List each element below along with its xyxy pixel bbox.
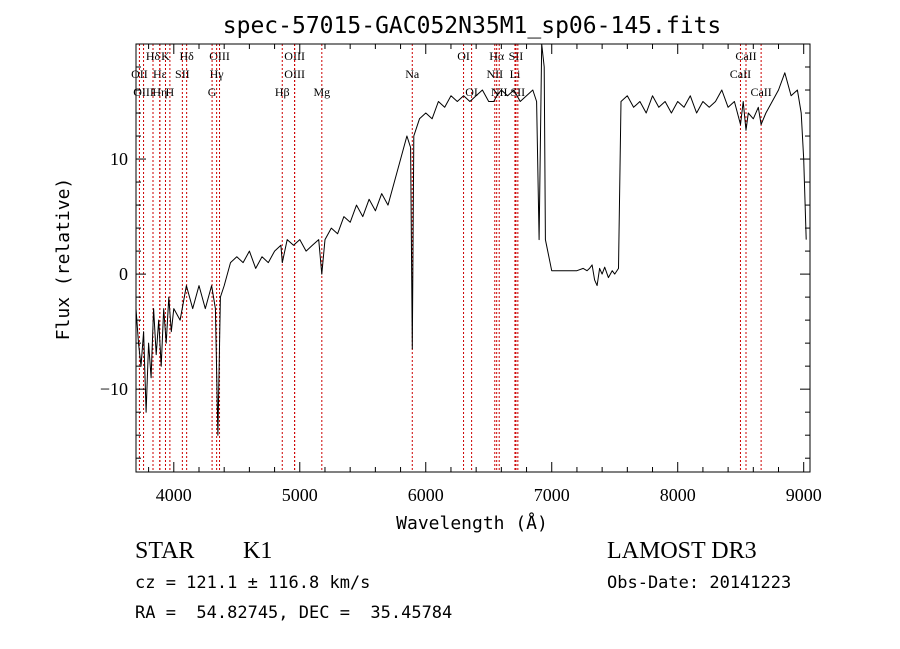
object-subclass: K1 <box>243 538 273 564</box>
plot-frame <box>135 43 811 473</box>
x-tick-label-2: 6000 <box>408 485 444 505</box>
object-class: STAR <box>135 538 195 564</box>
marker-label-13: OIII <box>284 67 305 81</box>
marker-label-20: SII <box>509 49 524 63</box>
marker-label-19: Hα <box>489 49 505 63</box>
marker-label-17: OI <box>457 49 470 63</box>
marker-label-25: CaII <box>735 49 756 63</box>
marker-label-5: SII <box>175 67 190 81</box>
y-axis-label: Flux (relative) <box>53 178 74 341</box>
marker-label-21: NII <box>486 67 503 81</box>
marker-label-27: CaII <box>750 85 771 99</box>
marker-label-26: CaII <box>730 67 751 81</box>
coordinates: RA = 54.82745, DEC = 35.45784 <box>135 603 453 623</box>
marker-label-22: Li <box>510 67 521 81</box>
x-axis: 4000 5000 6000 7000 8000 9000 <box>148 44 822 505</box>
marker-label-0: Hδ <box>146 49 161 63</box>
x-axis-label: Wavelength (Å) <box>396 512 548 534</box>
survey-name: LAMOST DR3 <box>607 538 757 564</box>
y-tick-label-1: 0 <box>119 264 128 284</box>
marker-label-3: K <box>161 49 170 63</box>
spectrum-line-0 <box>135 43 807 436</box>
marker-label-24: SII <box>511 85 526 99</box>
marker-label-15: Mg <box>313 85 330 99</box>
x-tick-label-1: 5000 <box>282 485 318 505</box>
marker-label-10: Hγ <box>210 67 225 81</box>
y-tick-label-2: 10 <box>110 149 128 169</box>
chart-title: spec-57015-GAC052N35M1_sp06-145.fits <box>223 13 722 39</box>
observation-date: Obs-Date: 20141223 <box>607 573 792 593</box>
marker-label-8: Hδ <box>179 49 194 63</box>
marker-label-18: OI <box>465 85 478 99</box>
marker-label-6: Hη <box>152 85 167 99</box>
marker-label-2: OIII <box>133 85 154 99</box>
x-tick-label-4: 8000 <box>660 485 696 505</box>
y-tick-label-0: −10 <box>100 379 128 399</box>
x-tick-label-3: 7000 <box>534 485 570 505</box>
x-tick-label-5: 9000 <box>786 485 822 505</box>
marker-label-14: Hβ <box>275 85 290 99</box>
spectrum-line-group <box>135 43 807 436</box>
marker-label-16: Na <box>405 67 420 81</box>
x-tick-label-0: 4000 <box>156 485 192 505</box>
y-axis: −10 0 10 <box>100 66 810 459</box>
redshift-cz: cz = 121.1 ± 116.8 km/s <box>135 573 371 593</box>
marker-label-1: OII <box>131 67 148 81</box>
marker-label-9: OIII <box>209 49 230 63</box>
marker-label-11: G <box>208 85 217 99</box>
marker-label-7: H <box>166 85 175 99</box>
